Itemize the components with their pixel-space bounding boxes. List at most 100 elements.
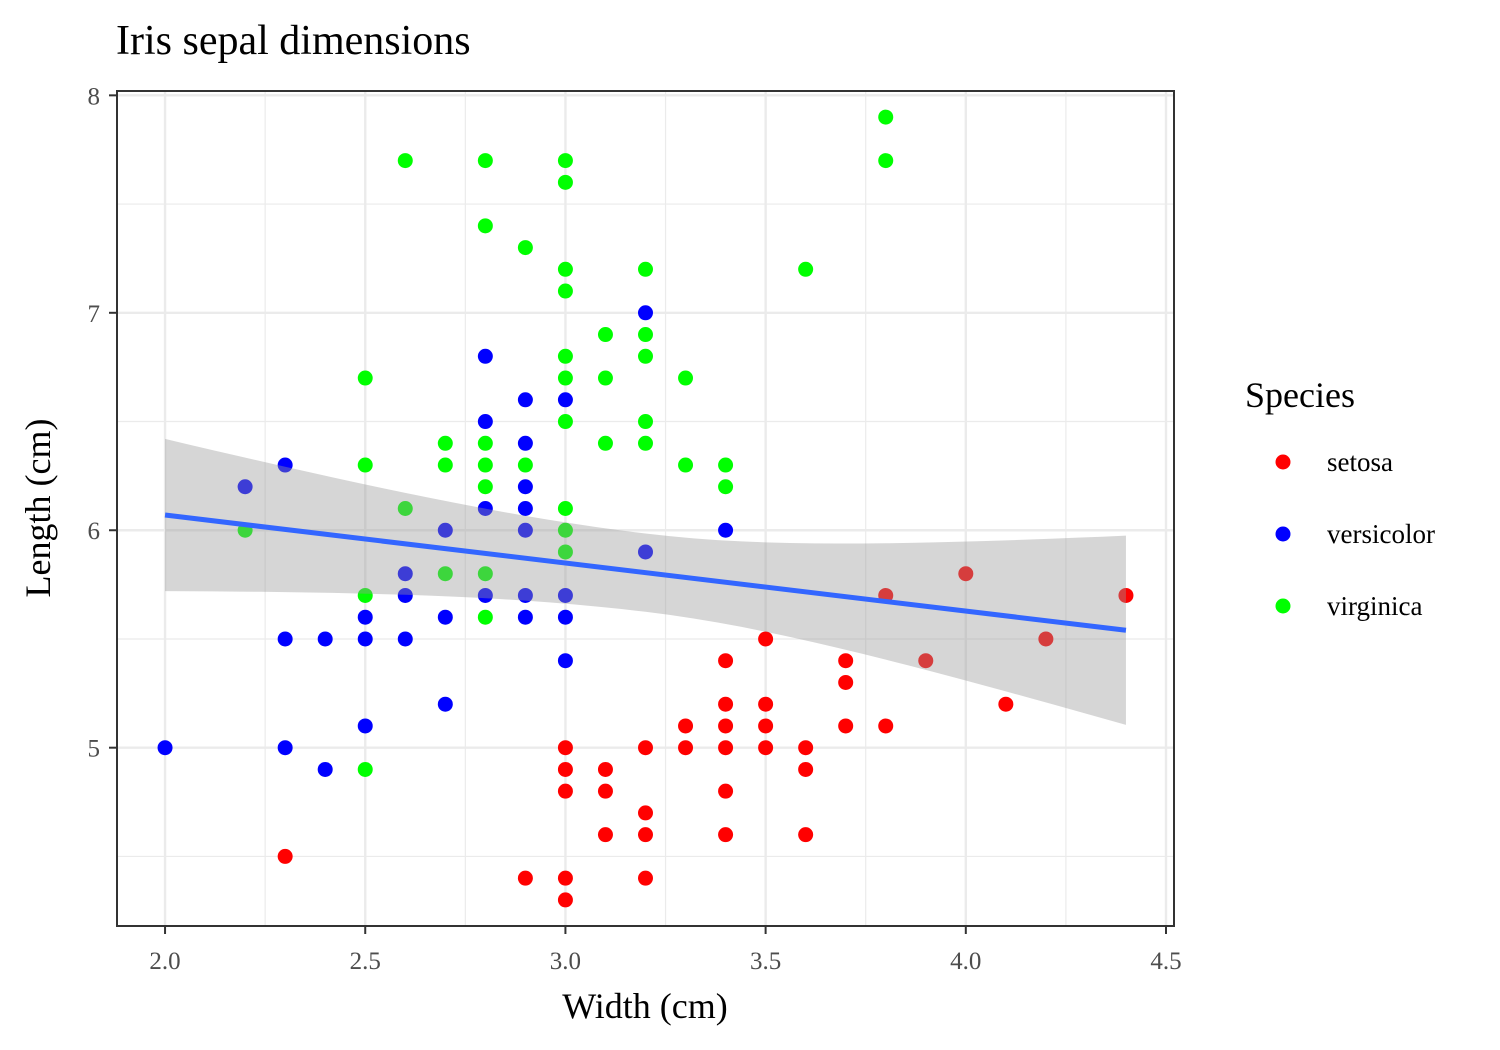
- point-virginica: [557, 522, 573, 538]
- point-virginica: [878, 153, 894, 169]
- point-virginica: [477, 566, 493, 582]
- point-versicolor: [477, 414, 493, 430]
- point-setosa: [838, 653, 854, 669]
- y-tick-label: 5: [88, 736, 101, 763]
- point-versicolor: [437, 522, 453, 538]
- point-setosa: [638, 870, 653, 886]
- point-virginica: [477, 218, 493, 234]
- point-setosa: [918, 653, 934, 669]
- y-axis-ticks: 5 6 7 8: [88, 83, 117, 763]
- point-versicolor: [437, 609, 453, 625]
- point-virginica: [437, 566, 453, 582]
- point-versicolor: [357, 718, 373, 734]
- point-virginica: [557, 261, 573, 277]
- confidence-band: [165, 438, 1126, 725]
- legend-key-versicolor: [1275, 526, 1291, 542]
- point-virginica: [597, 370, 613, 386]
- point-setosa: [838, 674, 854, 690]
- point-setosa: [718, 696, 734, 712]
- point-virginica: [477, 479, 493, 495]
- point-virginica: [357, 370, 373, 386]
- point-setosa: [718, 783, 734, 799]
- point-virginica: [397, 501, 413, 516]
- point-versicolor: [517, 392, 533, 408]
- point-setosa: [638, 827, 653, 843]
- y-tick-label: 7: [88, 301, 101, 328]
- x-tick-label: 2.0: [149, 948, 180, 975]
- point-setosa: [557, 783, 573, 799]
- point-virginica: [638, 327, 653, 343]
- point-virginica: [357, 457, 373, 473]
- trend-line-layer: [164, 512, 1127, 633]
- point-versicolor: [477, 348, 493, 364]
- point-setosa: [798, 740, 814, 756]
- grid-major: [117, 91, 1174, 926]
- point-versicolor: [477, 501, 493, 516]
- point-versicolor: [517, 609, 533, 625]
- grid-minor: [117, 91, 1174, 926]
- legend-key-setosa: [1275, 454, 1291, 470]
- point-versicolor: [557, 609, 573, 625]
- point-setosa: [998, 696, 1014, 712]
- trend-line: [164, 512, 1127, 633]
- point-virginica: [597, 327, 613, 343]
- point-virginica: [477, 153, 493, 169]
- point-virginica: [638, 348, 653, 364]
- point-virginica: [678, 370, 694, 386]
- point-setosa: [798, 827, 814, 843]
- point-setosa: [678, 718, 694, 734]
- point-versicolor: [277, 631, 293, 647]
- point-versicolor: [397, 566, 413, 582]
- point-versicolor: [517, 501, 533, 516]
- point-virginica: [798, 261, 814, 277]
- point-versicolor: [638, 305, 653, 321]
- plot-panel: [116, 90, 1175, 927]
- point-setosa: [597, 827, 613, 843]
- point-setosa: [1118, 587, 1134, 603]
- point-virginica: [557, 283, 573, 299]
- point-setosa: [758, 740, 774, 756]
- point-versicolor: [557, 587, 573, 603]
- point-setosa: [718, 740, 734, 756]
- point-versicolor: [638, 544, 653, 560]
- points-layer: [157, 109, 1134, 908]
- point-virginica: [557, 153, 573, 169]
- x-tick-label: 3.5: [750, 948, 781, 975]
- legend-key-virginica: [1275, 598, 1291, 614]
- point-versicolor: [517, 435, 533, 451]
- point-versicolor: [477, 587, 493, 603]
- point-virginica: [437, 457, 453, 473]
- point-setosa: [517, 870, 533, 886]
- point-virginica: [477, 609, 493, 625]
- point-versicolor: [157, 740, 173, 756]
- point-virginica: [477, 457, 493, 473]
- point-setosa: [718, 653, 734, 669]
- point-virginica: [718, 457, 734, 473]
- legend-items: setosa versicolor virginica: [1275, 447, 1435, 621]
- panel-background: [117, 91, 1174, 926]
- point-versicolor: [277, 457, 293, 473]
- point-versicolor: [517, 587, 533, 603]
- point-setosa: [958, 566, 974, 582]
- legend-label-virginica: virginica: [1327, 591, 1422, 621]
- point-virginica: [517, 457, 533, 473]
- point-virginica: [718, 479, 734, 495]
- point-setosa: [557, 870, 573, 886]
- point-virginica: [638, 435, 653, 451]
- y-tick-label: 8: [88, 83, 101, 110]
- point-virginica: [517, 240, 533, 256]
- point-setosa: [638, 805, 653, 821]
- point-virginica: [638, 414, 653, 430]
- point-setosa: [758, 718, 774, 734]
- point-versicolor: [557, 392, 573, 408]
- point-versicolor: [437, 696, 453, 712]
- point-versicolor: [277, 740, 293, 756]
- point-virginica: [557, 501, 573, 516]
- point-versicolor: [557, 653, 573, 669]
- point-setosa: [718, 827, 734, 843]
- legend-label-versicolor: versicolor: [1327, 519, 1435, 549]
- point-versicolor: [357, 609, 373, 625]
- point-setosa: [758, 696, 774, 712]
- point-setosa: [798, 761, 814, 777]
- point-setosa: [597, 783, 613, 799]
